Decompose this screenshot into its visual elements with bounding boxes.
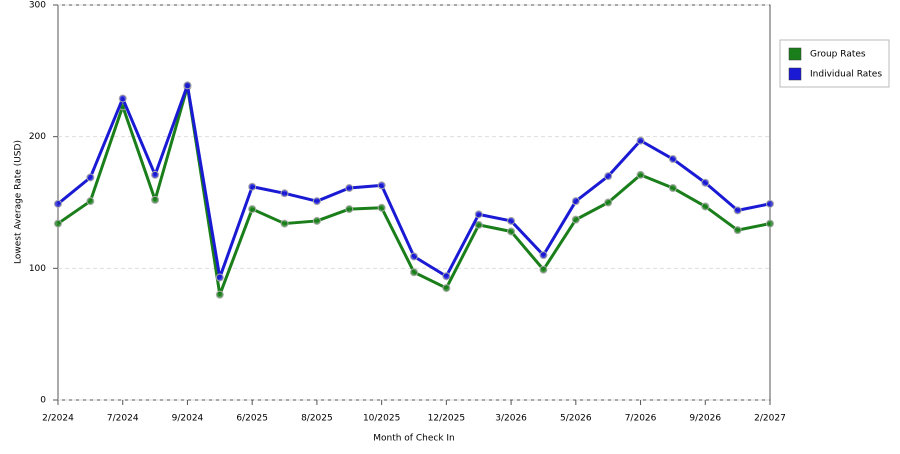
data-point: [280, 189, 289, 198]
data-point: [539, 251, 548, 260]
data-point: [312, 216, 321, 225]
data-point: [248, 205, 257, 214]
x-tick-label: 2/2027: [754, 414, 786, 424]
data-point: [766, 199, 774, 208]
data-point: [54, 219, 62, 228]
data-point: [54, 199, 62, 208]
x-tick-label: 7/2024: [107, 414, 139, 424]
y-tick-label: 100: [29, 264, 46, 274]
legend-swatch: [788, 67, 802, 81]
data-point: [733, 206, 742, 215]
data-point: [668, 155, 677, 164]
y-tick-label: 200: [29, 132, 46, 142]
legend-swatch: [788, 47, 802, 61]
data-point: [151, 170, 160, 179]
data-point: [701, 178, 710, 187]
data-point: [151, 195, 160, 204]
data-point: [636, 170, 645, 179]
data-point: [766, 219, 774, 228]
x-tick-label: 2/2024: [42, 414, 74, 424]
data-point: [345, 184, 354, 193]
x-tick-label: 12/2025: [428, 414, 465, 424]
data-point: [410, 252, 418, 261]
y-tick-label: 0: [40, 396, 46, 406]
data-point: [668, 184, 677, 193]
data-point: [118, 94, 127, 103]
data-point: [312, 197, 321, 206]
data-point: [571, 215, 580, 224]
data-point: [442, 272, 451, 281]
data-point: [183, 81, 192, 90]
data-point: [474, 210, 483, 219]
data-point: [377, 203, 386, 212]
x-tick-label: 8/2025: [301, 414, 333, 424]
y-tick-label: 300: [29, 1, 46, 11]
x-tick-label: 7/2026: [625, 414, 657, 424]
data-point: [215, 290, 224, 299]
x-tick-label: 6/2025: [236, 414, 268, 424]
data-point: [733, 226, 742, 235]
data-point: [507, 216, 516, 225]
y-axis-label: Lowest Average Rate (USD): [14, 140, 24, 264]
data-point: [604, 172, 613, 181]
x-tick-label: 9/2024: [172, 414, 204, 424]
data-point: [539, 265, 548, 274]
data-point: [215, 273, 224, 282]
x-tick-label: 10/2025: [363, 414, 400, 424]
data-point: [86, 173, 95, 182]
data-point: [410, 268, 418, 277]
data-point: [474, 220, 483, 229]
x-tick-label: 3/2026: [495, 414, 527, 424]
x-tick-label: 5/2026: [560, 414, 592, 424]
data-point: [248, 182, 257, 191]
plot-frame: [57, 4, 771, 401]
legend-label: Individual Rates: [810, 70, 882, 80]
data-point: [636, 136, 645, 145]
x-tick-label: 9/2026: [689, 414, 721, 424]
data-point: [377, 181, 386, 190]
data-point: [507, 227, 516, 236]
data-point: [701, 202, 710, 211]
data-point: [86, 197, 95, 206]
data-point: [280, 219, 289, 228]
data-point: [571, 197, 580, 206]
data-point: [345, 205, 354, 214]
data-point: [442, 284, 451, 293]
legend-label: Group Rates: [810, 50, 866, 60]
x-axis-label: Month of Check In: [373, 434, 455, 444]
data-point: [604, 198, 613, 207]
